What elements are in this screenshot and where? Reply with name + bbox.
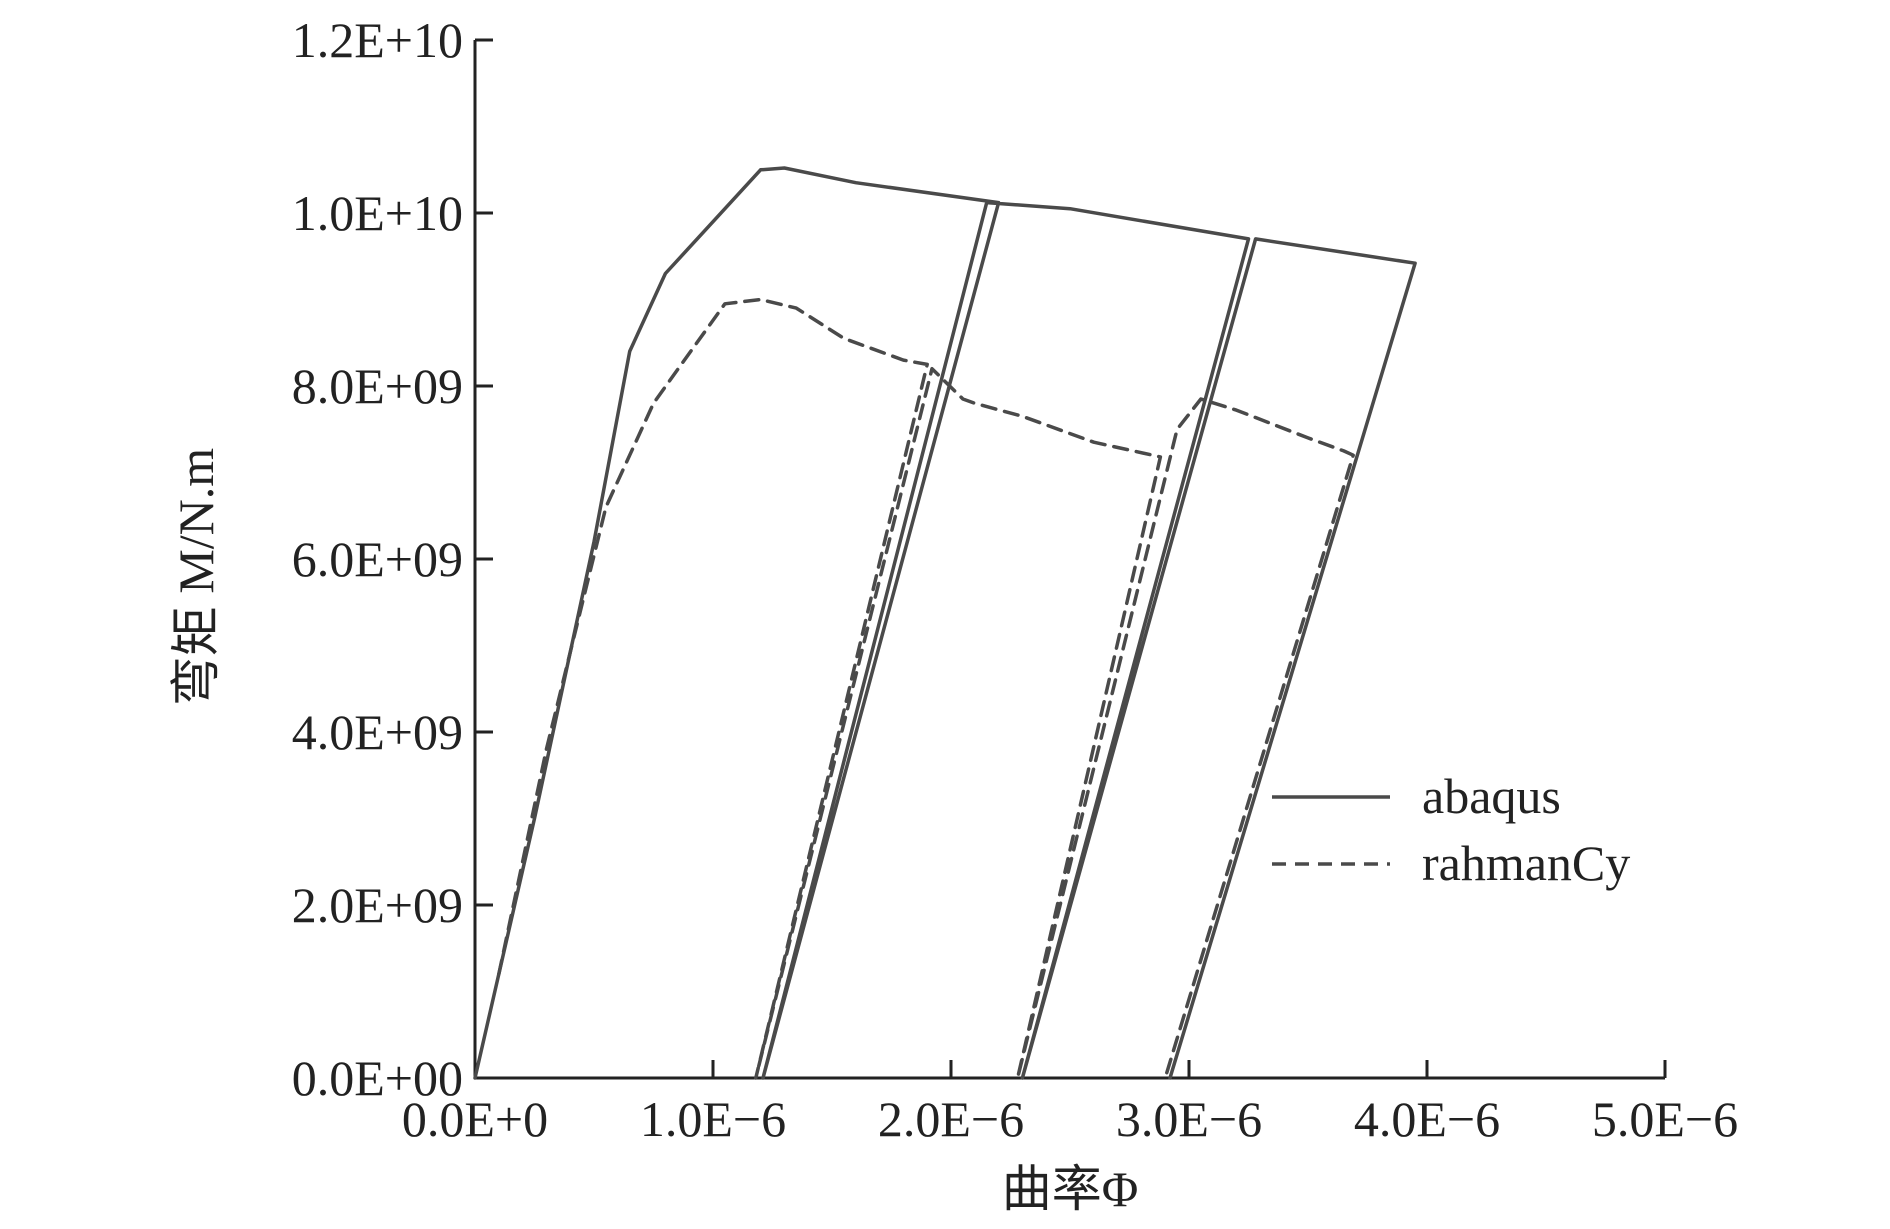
y-axis-title: 弯矩 M/N.m bbox=[168, 448, 224, 706]
x-tick-label: 5.0E−6 bbox=[1592, 1091, 1738, 1147]
x-tick-label: 1.0E−6 bbox=[640, 1091, 786, 1147]
series-abaqus-line bbox=[473, 166, 1417, 1080]
series-layer bbox=[473, 166, 1417, 1080]
y-tick-label: 1.2E+10 bbox=[292, 12, 463, 68]
x-tick-label: 3.0E−6 bbox=[1116, 1091, 1262, 1147]
y-tick-label: 4.0E+09 bbox=[292, 704, 463, 760]
y-tick-label: 2.0E+09 bbox=[292, 877, 463, 933]
legend-label-rahmancy: rahmanCy bbox=[1422, 835, 1630, 891]
y-tick-label: 0.0E+00 bbox=[292, 1050, 463, 1106]
y-tick-label: 8.0E+09 bbox=[292, 358, 463, 414]
x-tick-label: 4.0E−6 bbox=[1354, 1091, 1500, 1147]
axes: 0.0E+00 2.0E+09 4.0E+09 6.0E+09 8.0E+09 1.0E+… bbox=[292, 12, 1738, 1147]
x-tick-label: 0.0E+0 bbox=[402, 1091, 548, 1147]
series-rahmancy-line bbox=[497, 297, 1355, 1080]
legend: abaqus rahmanCy bbox=[1272, 768, 1630, 891]
legend-label-abaqus: abaqus bbox=[1422, 768, 1561, 824]
y-tick-label: 1.0E+10 bbox=[292, 185, 463, 241]
x-tick-label: 2.0E−6 bbox=[878, 1091, 1024, 1147]
x-axis-title: 曲率Φ bbox=[1002, 1161, 1139, 1217]
y-tick-label: 6.0E+09 bbox=[292, 531, 463, 587]
